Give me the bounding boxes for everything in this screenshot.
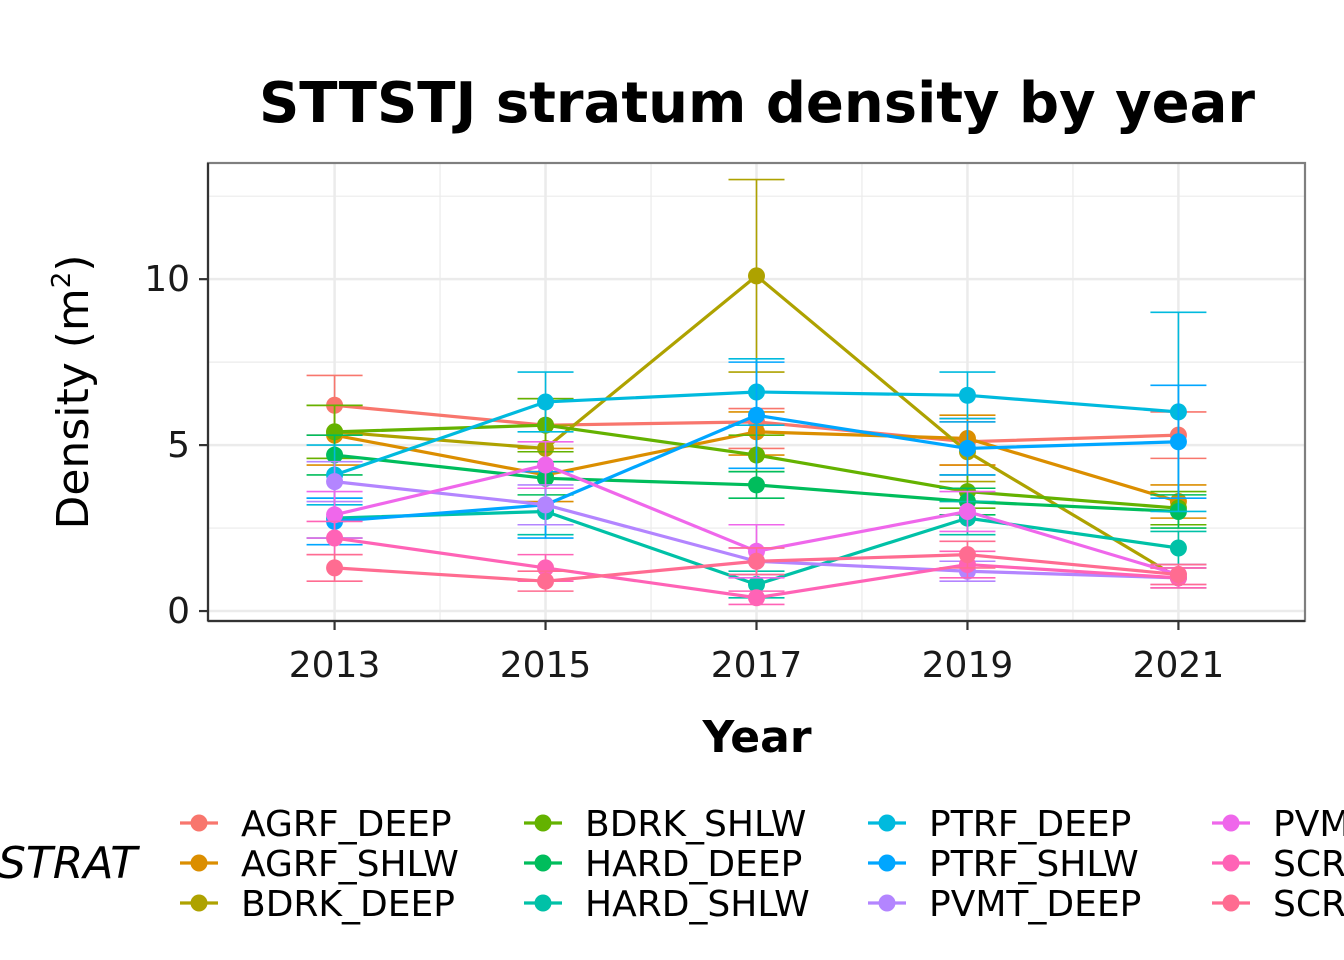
- data-point: [326, 506, 344, 524]
- legend-key-point: [190, 814, 208, 832]
- data-point: [958, 386, 976, 404]
- y-axis-title-text: Density: [48, 362, 99, 529]
- legend-label: SCR_SHLW: [1273, 884, 1344, 925]
- data-point: [748, 552, 765, 570]
- legend-key-point: [878, 814, 896, 832]
- data-point: [537, 572, 555, 590]
- legend-item: HARD_SHLW: [524, 884, 810, 925]
- legend-label: BDRK_DEEP: [241, 884, 455, 925]
- data-point: [748, 575, 765, 593]
- legend-item: AGRF_DEEP: [180, 804, 452, 845]
- x-tick-label: 2021: [1133, 645, 1225, 686]
- legend-key-point: [1222, 894, 1240, 912]
- y-axis-unit-open: (: [48, 331, 99, 362]
- x-tick-label: 2013: [289, 645, 381, 686]
- data-point: [326, 423, 344, 441]
- data-point: [326, 473, 344, 491]
- legend-label: HARD_DEEP: [585, 844, 802, 885]
- legend-item: PVMT_DEEP: [868, 884, 1141, 925]
- data-point: [1169, 539, 1187, 557]
- legend-key-point: [190, 854, 208, 872]
- legend-label: PTRF_DEEP: [929, 804, 1131, 845]
- x-axis-title: Year: [701, 712, 811, 763]
- y-axis-unit-exponent: 2: [47, 272, 77, 289]
- y-tick-label: 10: [144, 259, 190, 300]
- data-point: [326, 559, 344, 577]
- legend-key-point: [190, 894, 208, 912]
- data-point: [748, 589, 765, 607]
- data-point: [958, 502, 976, 520]
- legend-label: SCR_DEEP: [1273, 844, 1344, 885]
- data-point: [958, 439, 976, 457]
- y-axis-title: Density (m2): [47, 254, 99, 529]
- legend-key-point: [1222, 814, 1240, 832]
- data-point: [537, 456, 555, 474]
- legend-item: BDRK_SHLW: [524, 804, 806, 845]
- legend-key-point: [878, 894, 896, 912]
- legend-key-point: [534, 894, 552, 912]
- legend-title: STRAT: [0, 838, 140, 889]
- chart-title: STTSTJ stratum density by year: [259, 71, 1255, 136]
- legend-item: HARD_DEEP: [524, 844, 802, 885]
- legend-label: AGRF_SHLW: [241, 844, 459, 885]
- x-tick-label: 2015: [500, 645, 592, 686]
- legend-label: PVMT_SHLW: [1273, 804, 1344, 845]
- legend-label: PTRF_SHLW: [929, 844, 1139, 885]
- data-point: [537, 393, 555, 411]
- data-point: [326, 529, 344, 547]
- data-point: [748, 406, 765, 424]
- y-tick-label: 0: [167, 591, 190, 632]
- legend-key-point: [534, 814, 552, 832]
- legend-item: BDRK_DEEP: [180, 884, 455, 925]
- y-tick-label: 5: [167, 425, 190, 466]
- legend-label: BDRK_SHLW: [585, 804, 806, 845]
- data-point: [958, 546, 976, 564]
- axes: 0 5 10 2013 2015 2017 2019 2021: [144, 161, 1307, 686]
- x-tick-label: 2017: [711, 645, 803, 686]
- data-point: [537, 559, 555, 577]
- y-axis-unit-close: ): [48, 254, 99, 271]
- y-axis-unit-base: m: [48, 288, 99, 331]
- legend-item: SCR_SHLW: [1212, 884, 1344, 925]
- data-point: [537, 496, 555, 514]
- data-point: [748, 476, 765, 494]
- legend-key-point: [878, 854, 896, 872]
- legend-key-point: [534, 854, 552, 872]
- data-point: [748, 267, 765, 285]
- legend-label: AGRF_DEEP: [241, 804, 452, 845]
- legend-label: HARD_SHLW: [585, 884, 810, 925]
- data-point: [1169, 433, 1187, 451]
- series-layer: [306, 178, 1207, 607]
- series-scr-deep: [306, 520, 1207, 607]
- x-tick-label: 2019: [922, 645, 1014, 686]
- legend-key-point: [1222, 854, 1240, 872]
- legend-label: PVMT_DEEP: [929, 884, 1141, 925]
- legend-item: SCR_DEEP: [1212, 844, 1344, 885]
- legend-item: AGRF_SHLW: [180, 844, 459, 885]
- legend-item: PTRF_SHLW: [868, 844, 1139, 885]
- legend-item: PVMT_SHLW: [1212, 804, 1344, 845]
- series-scr-shlw: [306, 540, 1207, 592]
- legend-item: PTRF_DEEP: [868, 804, 1131, 845]
- data-point: [1169, 566, 1187, 584]
